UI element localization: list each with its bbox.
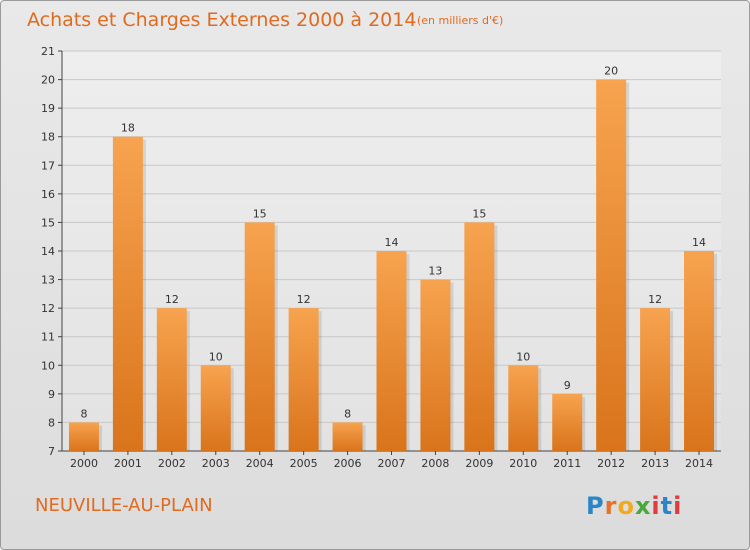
data-label: 15 — [472, 207, 486, 220]
bar — [288, 308, 319, 451]
logo-letter: r — [604, 492, 618, 520]
y-tick-label: 14 — [41, 245, 55, 258]
x-tick-label: 2003 — [202, 457, 230, 470]
logo-letter: i — [651, 492, 661, 520]
bar — [464, 222, 495, 451]
y-tick-label: 20 — [41, 74, 55, 87]
data-label: 10 — [209, 350, 223, 363]
bar — [112, 136, 143, 451]
y-tick-label: 9 — [48, 388, 55, 401]
x-tick-label: 2004 — [246, 457, 274, 470]
bar — [376, 251, 407, 451]
city-name: NEUVILLE-AU-PLAIN — [35, 495, 213, 516]
bar — [332, 422, 363, 451]
data-label: 14 — [385, 236, 399, 249]
data-label: 18 — [121, 122, 135, 135]
data-label: 13 — [428, 265, 442, 278]
y-tick-label: 16 — [41, 188, 55, 201]
x-tick-label: 2011 — [553, 457, 581, 470]
x-tick-label: 2002 — [158, 457, 186, 470]
data-label: 15 — [253, 207, 267, 220]
bar — [640, 308, 671, 451]
x-tick-label: 2010 — [509, 457, 537, 470]
chart-title: Achats et Charges Externes 2000 à 2014 — [27, 9, 417, 31]
x-tick-label: 2008 — [421, 457, 449, 470]
y-tick-label: 8 — [48, 416, 55, 429]
y-tick-label: 10 — [41, 359, 55, 372]
bar — [420, 279, 451, 451]
logo-letter: o — [617, 492, 635, 520]
x-tick-label: 2009 — [465, 457, 493, 470]
x-tick-label: 2014 — [685, 457, 713, 470]
x-tick-label: 2007 — [378, 457, 406, 470]
x-tick-label: 2006 — [334, 457, 362, 470]
data-label: 10 — [516, 350, 530, 363]
y-tick-label: 19 — [41, 102, 55, 115]
logo-letter: x — [634, 492, 652, 520]
bar — [244, 222, 275, 451]
proxiti-logo: Proxiti — [586, 492, 682, 520]
data-label: 12 — [648, 293, 662, 306]
logo-letter: t — [660, 492, 674, 520]
y-tick-label: 12 — [41, 302, 55, 315]
y-tick-label: 17 — [41, 159, 55, 172]
y-tick-label: 15 — [41, 216, 55, 229]
bar — [508, 365, 539, 451]
x-tick-label: 2013 — [641, 457, 669, 470]
bar — [68, 422, 99, 451]
data-label: 9 — [564, 379, 571, 392]
bar — [200, 365, 231, 451]
bar — [156, 308, 187, 451]
bar — [596, 79, 627, 452]
logo-letter: P — [586, 492, 605, 520]
y-tick-label: 11 — [41, 331, 55, 344]
logo-letter: i — [673, 492, 683, 520]
chart-subtitle: (en milliers d'€) — [417, 14, 504, 27]
bar — [552, 393, 583, 451]
data-label: 8 — [80, 407, 87, 420]
data-label: 8 — [344, 407, 351, 420]
data-label: 20 — [604, 65, 618, 78]
x-tick-label: 2012 — [597, 457, 625, 470]
x-tick-label: 2001 — [114, 457, 142, 470]
data-label: 12 — [297, 293, 311, 306]
x-tick-label: 2000 — [70, 457, 98, 470]
y-tick-label: 18 — [41, 131, 55, 144]
data-label: 14 — [692, 236, 706, 249]
data-label: 12 — [165, 293, 179, 306]
y-tick-label: 21 — [41, 45, 55, 58]
y-tick-label: 13 — [41, 274, 55, 287]
y-tick-label: 7 — [48, 445, 55, 458]
x-tick-label: 2005 — [290, 457, 318, 470]
bar — [684, 251, 715, 451]
